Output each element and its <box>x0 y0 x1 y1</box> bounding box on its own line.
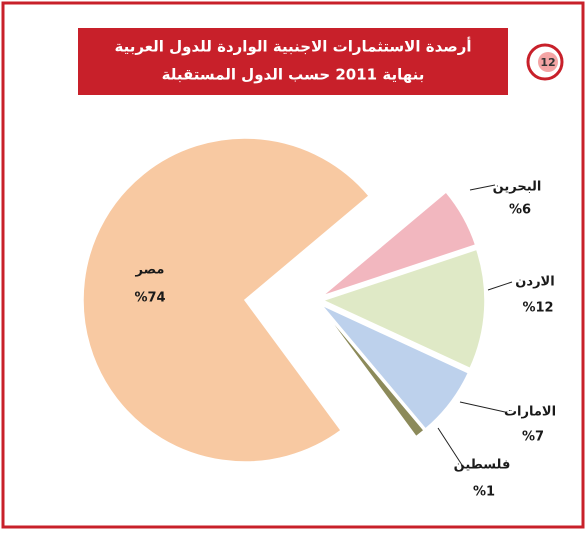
value-label: %74 <box>134 291 165 306</box>
pie-slice <box>320 248 486 370</box>
value-label: %6 <box>509 203 531 218</box>
leader-line <box>469 184 496 191</box>
slice-label: الاردن <box>515 275 554 290</box>
badge-dot <box>538 52 558 72</box>
value-label: %7 <box>522 430 544 445</box>
leader-line <box>487 281 513 291</box>
slice-label: مصر <box>135 263 165 278</box>
leader-line <box>459 401 506 413</box>
badge-number: 12 <box>540 56 555 69</box>
chart-subtitle: بنهاية 2011 حسب الدول المستقبلة <box>162 66 425 84</box>
title-box <box>78 28 508 95</box>
leader-line <box>437 427 463 466</box>
pie-slice <box>82 137 371 463</box>
pie-slice <box>320 304 470 431</box>
slice-label: البحرين <box>493 180 542 195</box>
value-label: %1 <box>473 485 495 500</box>
value-label: %12 <box>522 301 553 316</box>
pie-slice <box>319 305 426 438</box>
chart-title: أرصدة الاستثمارات الاجنبية الواردة للدول… <box>114 37 471 56</box>
slice-label: فلسطين <box>454 458 511 473</box>
pie-slice <box>321 190 477 297</box>
slice-label: الامارات <box>504 405 556 420</box>
